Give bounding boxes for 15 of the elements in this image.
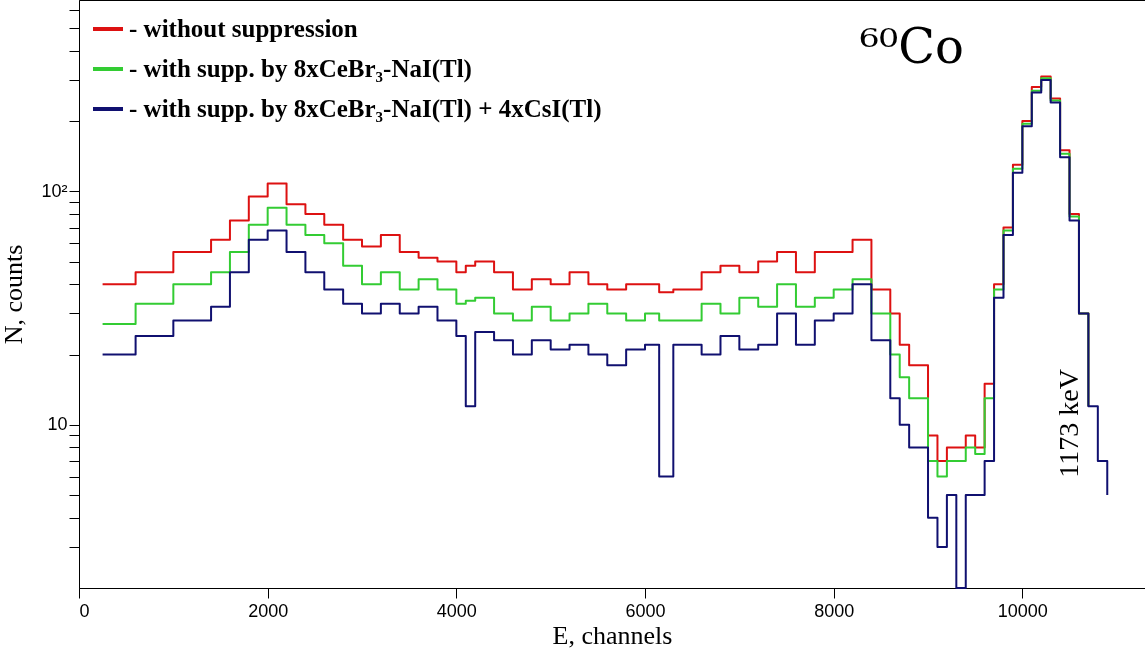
y-tick-label: 10² xyxy=(41,180,68,201)
legend-label: - with supp. by 8xCeBr₃-NaI(Tl) + 4xCsI(Tl) xyxy=(129,95,602,123)
x-tick-label: 6000 xyxy=(625,600,666,621)
annotation: 1173 keV xyxy=(1053,369,1085,478)
annotation: ⁶⁰Co xyxy=(859,18,964,74)
legend-label: - without suppression xyxy=(129,15,358,42)
x-tick-label: 8000 xyxy=(814,600,855,621)
x-tick-label: 0 xyxy=(79,600,90,621)
x-tick-label: 2000 xyxy=(248,600,289,621)
x-tick-label: 10000 xyxy=(997,600,1048,621)
legend-label: - with supp. by 8xCeBr₃-NaI(Tl) xyxy=(129,55,472,83)
x-tick-label: 4000 xyxy=(436,600,477,621)
y-tick-label: 10 xyxy=(47,414,68,435)
x-axis-title: E, channels xyxy=(552,620,673,650)
y-axis-title: N, counts xyxy=(0,244,29,345)
